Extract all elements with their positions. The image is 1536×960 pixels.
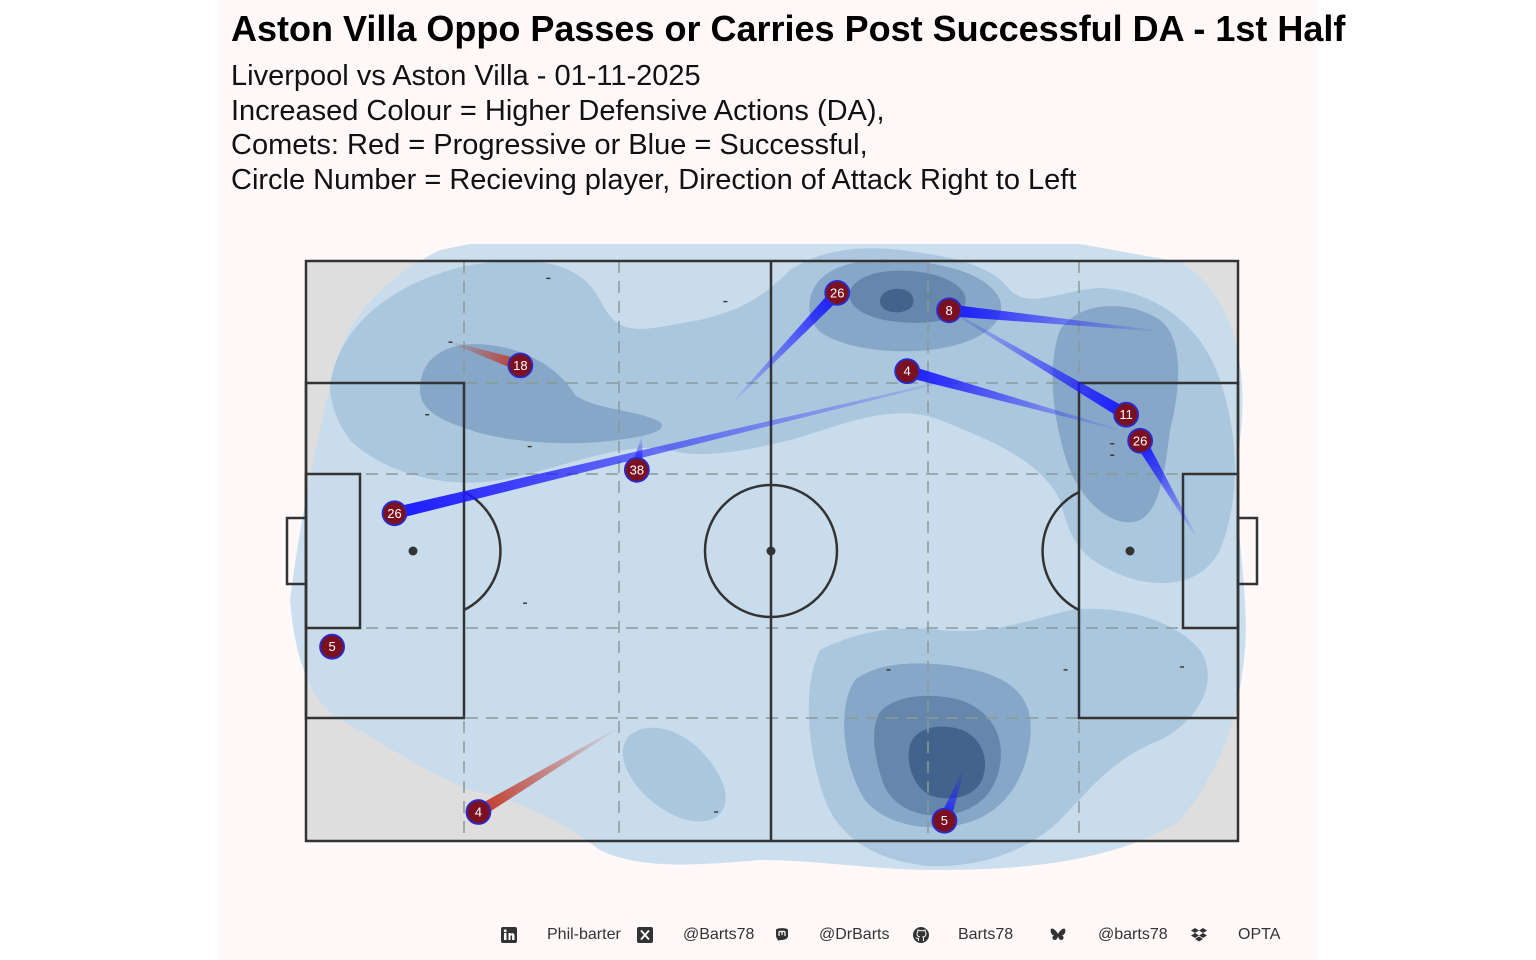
x-twitter-icon[interactable] [636,926,654,944]
footer-data-source-text: OPTA [1238,926,1281,943]
comets-layer [393,288,1197,823]
pitch-markings [285,259,1259,843]
progressive-comet [475,730,614,818]
dropbox-icon[interactable] [1190,926,1208,944]
bluesky-icon[interactable] [1049,926,1067,944]
receiver-number: 26 [830,285,844,300]
receiver-number: 26 [1133,433,1147,448]
receiver-circle [936,297,962,324]
density-level-3 [420,344,662,444]
centre-circle [703,483,839,619]
receiver-number: 8 [945,303,952,318]
receiver-marker: 8 [936,297,962,324]
successful-comet [1134,437,1197,537]
successful-comet [905,365,1117,430]
successful-comet [393,376,964,520]
receiver-circle [319,633,345,660]
right-goal [1236,516,1259,586]
receiver-circle [894,358,921,385]
footer-mastodon-text: @DrBarts [819,926,890,943]
receiver-circle [381,500,408,527]
receiver-circle [824,279,851,306]
footer-github-text: Barts78 [958,926,1014,943]
receiver-number: 4 [904,364,911,379]
left-penalty-spot [408,546,418,556]
receiver-marker: 5 [931,807,958,834]
right-penalty-spot [1125,546,1135,556]
successful-comet [734,288,842,401]
receiver-circle [507,352,534,379]
receiver-number: 5 [941,813,948,828]
receiver-marker: 38 [623,456,650,483]
receiver-number: 4 [475,805,482,820]
github-icon[interactable] [912,926,930,944]
receiver-number: 26 [387,506,401,521]
receiver-marker: 26 [381,500,408,527]
receiver-number: 5 [328,639,335,654]
receiver-marker: 11 [1113,401,1140,428]
footer-bluesky-text: @barts78 [1098,926,1168,943]
right-penalty-arc [1041,490,1080,612]
mastodon-icon[interactable] [773,926,791,944]
receiver-number: 38 [630,462,644,477]
subtitle-line-2: Increased Colour = Higher Defensive Acti… [231,95,885,127]
receiver-marker: 18 [507,352,534,379]
receiver-circle [465,799,492,825]
receiver-circle [623,456,650,483]
footer-x-text: @Barts78 [683,926,755,943]
subtitle-line-4: Circle Number = Recieving player, Direct… [231,164,1077,196]
receiver-circle [1127,427,1154,454]
receiver-marker: 26 [824,279,851,306]
receiver-number: 11 [1119,407,1133,422]
successful-comet [948,309,1130,420]
left-penalty-arc [463,490,502,612]
receiver-circle [931,807,958,834]
footer-linkedin-text: Phil-barter [547,926,621,943]
subtitle-line-3: Comets: Red = Progressive or Blue = Succ… [231,129,868,161]
footer: Phil-barter @Barts78 @DrBarts Barts78 @b… [0,924,1536,948]
receiver-circle [1113,401,1140,428]
density-level-5 [880,288,914,313]
linkedin-icon[interactable] [500,926,518,944]
progressive-comet [450,341,523,372]
left-goal [285,516,308,586]
centre-spot [766,546,776,556]
subtitle-line-1: Liverpool vs Aston Villa - 01-11-2025 [231,60,701,92]
receiver-marker: 4 [465,799,492,825]
receiver-marker: 26 [1127,427,1154,454]
density-level-2 [330,248,1235,584]
successful-comet [948,304,1155,332]
receiver-number: 18 [513,358,527,373]
receiver-marker: 4 [894,358,921,385]
receiver-marker: 5 [319,633,345,660]
density-level-2c [622,727,726,822]
chart-title: Aston Villa Oppo Passes or Carries Post … [231,8,1346,49]
